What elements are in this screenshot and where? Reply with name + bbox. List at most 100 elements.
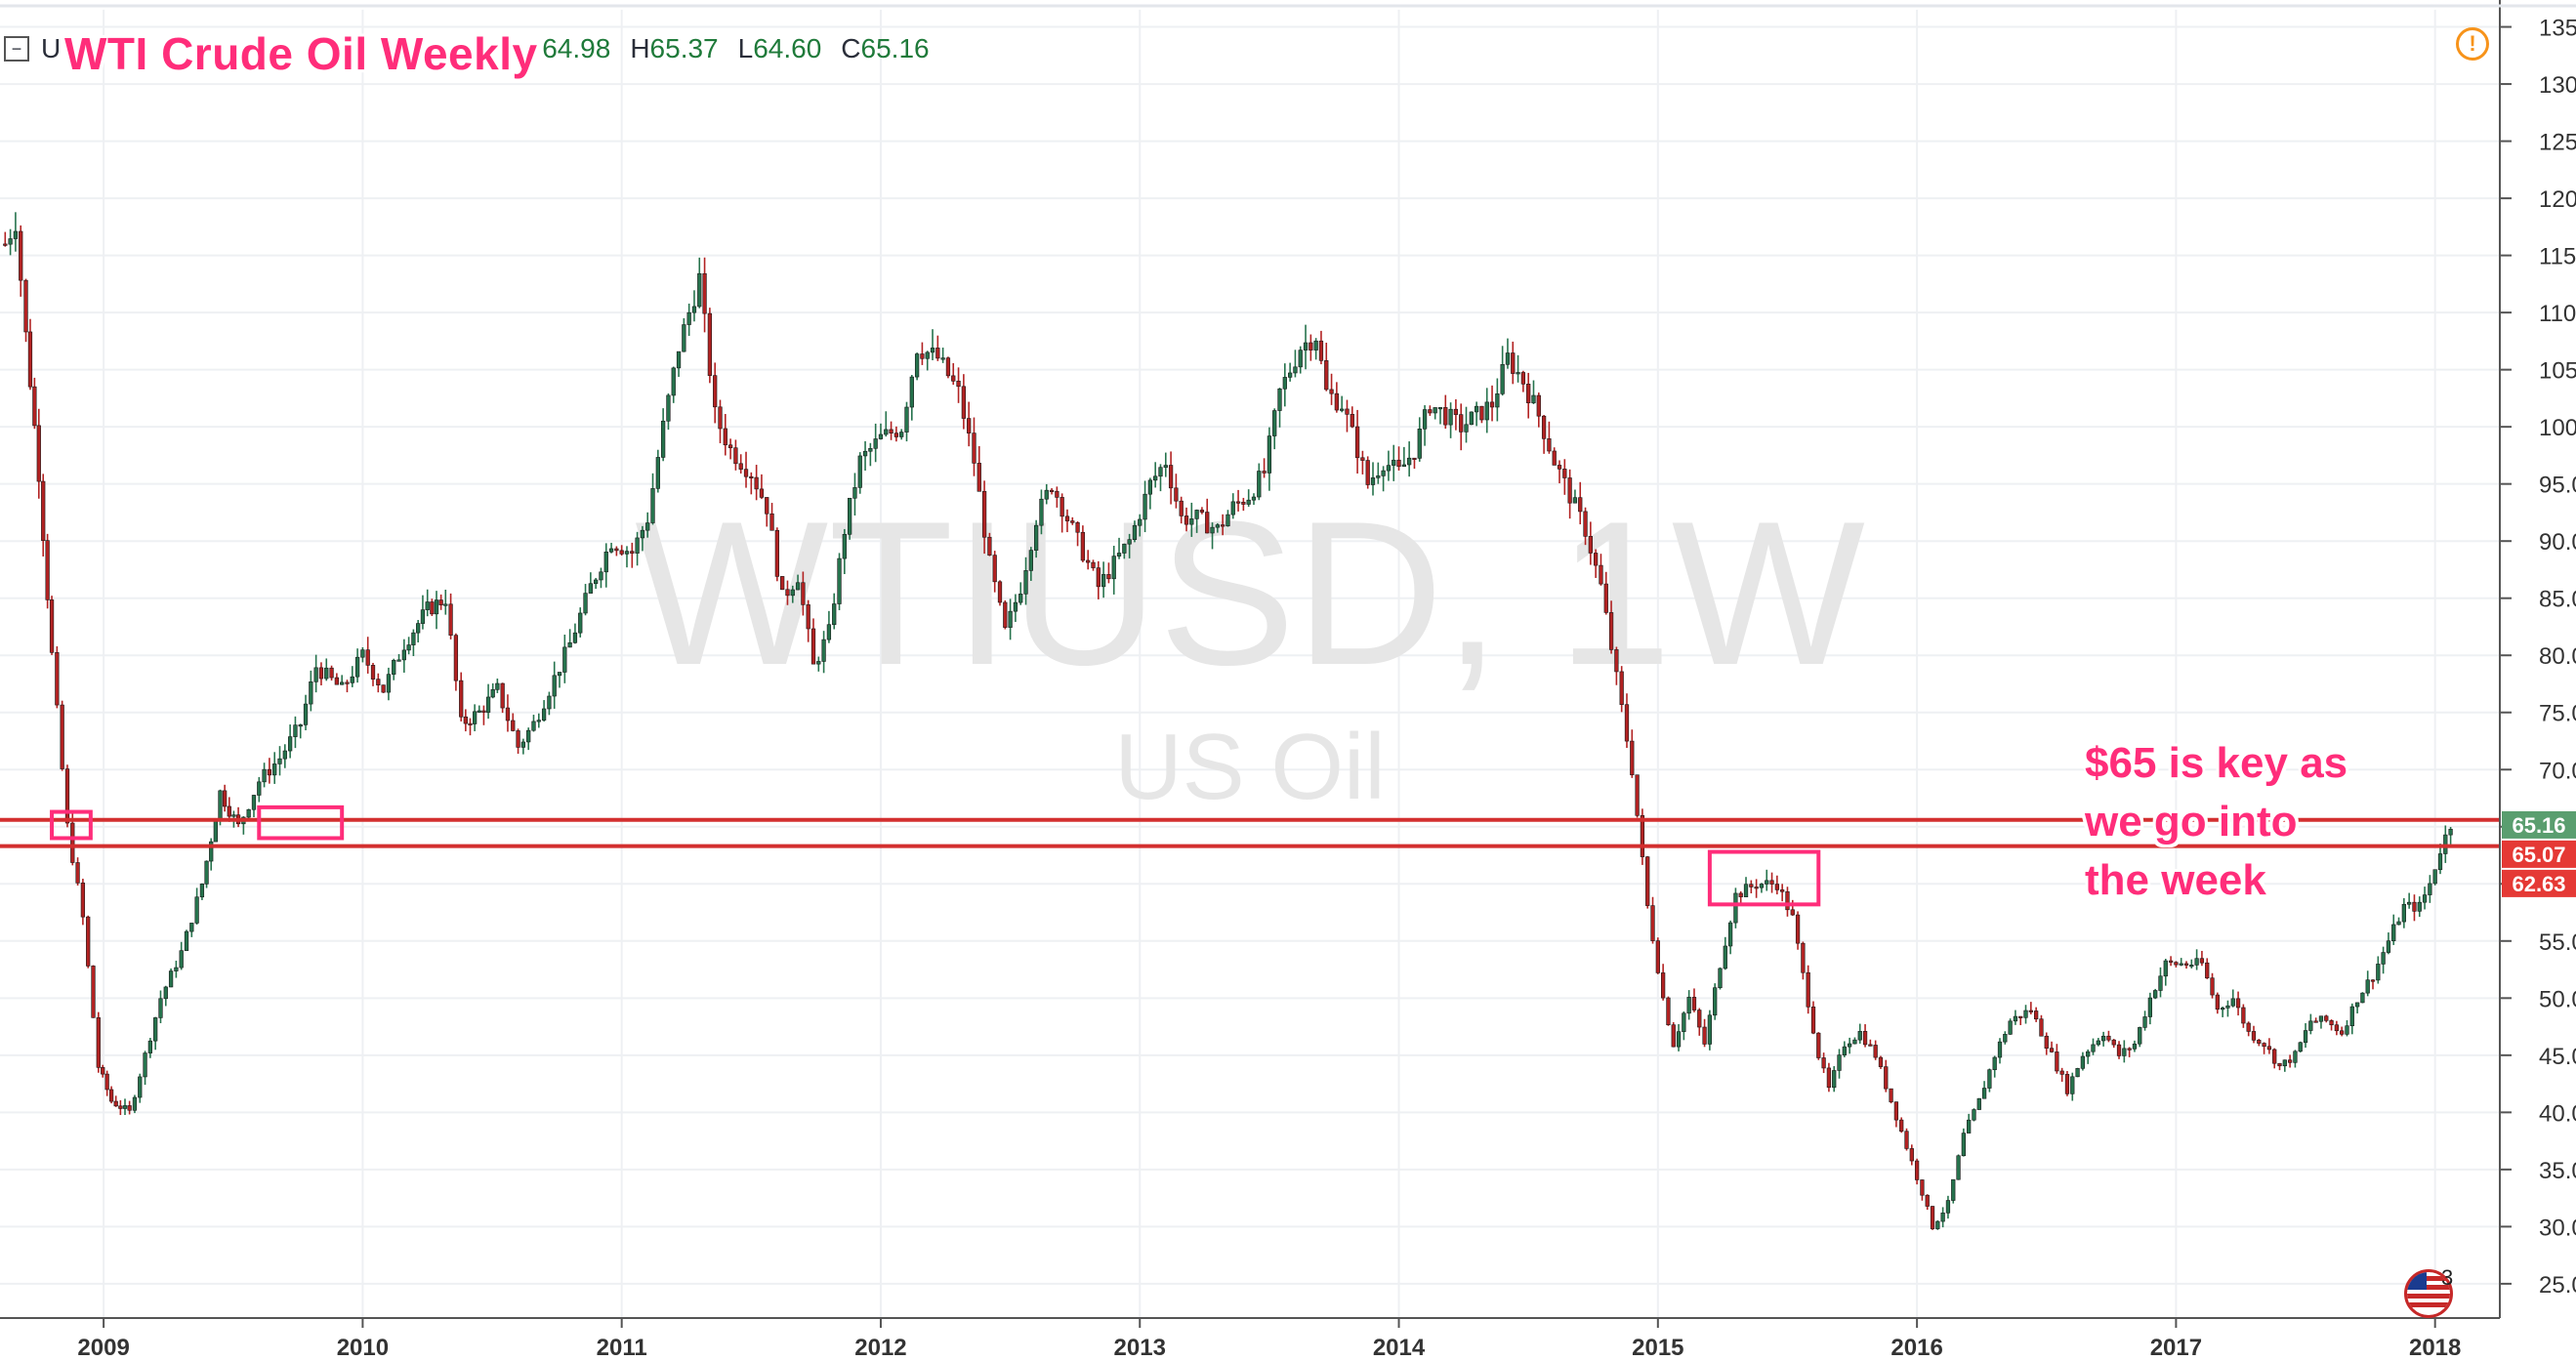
candle-body: [2080, 1055, 2086, 1069]
annotation-note: $65 is key as we go into the week: [2085, 734, 2417, 910]
candle: [1920, 1179, 1925, 1201]
candle-body: [1676, 1031, 1682, 1048]
candle-body: [1324, 360, 1329, 391]
candle-body: [318, 667, 324, 680]
candle-body: [1873, 1045, 1878, 1058]
candle-body: [2153, 990, 2158, 999]
candle: [1552, 447, 1557, 466]
candle-body: [2287, 1059, 2293, 1063]
y-tick-label: 110.00: [2539, 301, 2576, 327]
candle-body: [3, 243, 8, 246]
candle-body: [49, 599, 55, 653]
candle: [1138, 514, 1143, 537]
candle: [1459, 403, 1464, 451]
candle-body: [676, 351, 682, 369]
y-tick-label: 120.00: [2539, 186, 2576, 213]
candle-body: [774, 529, 779, 577]
candle: [2059, 1067, 2064, 1082]
candle: [1727, 920, 1733, 955]
candle-body: [1810, 1006, 1816, 1034]
candle-body: [765, 497, 769, 515]
candle: [272, 752, 277, 784]
candle: [354, 648, 360, 683]
candle: [645, 512, 650, 538]
candle: [1925, 1194, 1930, 1211]
candle: [1028, 547, 1033, 581]
candle-body: [86, 916, 91, 967]
candle-body: [231, 814, 236, 817]
candle-body: [257, 781, 262, 796]
candle-body: [376, 679, 381, 685]
candle: [1774, 875, 1779, 895]
candle-body: [780, 576, 785, 591]
candle: [1759, 883, 1765, 893]
candle: [365, 637, 370, 674]
candle-body: [2023, 1010, 2028, 1018]
candle: [1464, 406, 1469, 443]
candle-body: [1909, 1148, 1914, 1162]
candle-body: [2381, 952, 2386, 965]
candle: [1111, 545, 1116, 595]
candle: [500, 682, 505, 714]
candle: [468, 718, 473, 736]
candle: [1147, 477, 1153, 510]
candle: [1702, 1018, 1707, 1048]
candle: [1334, 382, 1340, 413]
candle: [2039, 1014, 2044, 1037]
candle: [930, 329, 935, 360]
candle: [209, 838, 214, 871]
candle-body: [204, 860, 209, 885]
candle-body: [785, 589, 790, 597]
candle: [1801, 941, 1806, 980]
candle-body: [1603, 583, 1608, 613]
alert-exclamation-icon[interactable]: !: [2456, 27, 2489, 61]
candle-body: [2235, 998, 2241, 1009]
collapse-icon[interactable]: −: [4, 36, 29, 62]
candle: [2386, 932, 2391, 955]
candle: [1686, 990, 1691, 1020]
symbol-name[interactable]: U: [41, 33, 62, 63]
candle: [2034, 1007, 2039, 1022]
candle-body: [2106, 1035, 2111, 1041]
candle: [1956, 1154, 1961, 1180]
candle-body: [477, 710, 481, 713]
ohlc-close: C65.16: [841, 33, 929, 64]
candle-body: [686, 311, 691, 325]
candle: [2396, 917, 2401, 926]
resistance-lines: [0, 817, 2500, 848]
candle: [2080, 1052, 2086, 1071]
candle: [122, 1098, 128, 1116]
candle-body: [500, 682, 505, 709]
candle-body: [272, 763, 277, 776]
candle: [1935, 1219, 1940, 1230]
candle-body: [2122, 1048, 2127, 1056]
candle-body: [2417, 901, 2422, 912]
candle: [490, 682, 495, 699]
candle-body: [2293, 1051, 2298, 1063]
candle-body: [262, 768, 267, 783]
candle-body: [1303, 342, 1309, 351]
candle: [1469, 411, 1474, 426]
candle: [2360, 992, 2365, 1004]
candle: [104, 1070, 109, 1096]
candle: [1215, 522, 1220, 533]
candle-body: [463, 716, 468, 724]
us-flag-icon[interactable]: [2404, 1269, 2453, 1318]
candle-body: [1422, 409, 1428, 430]
candle: [2199, 950, 2205, 967]
candle-body: [438, 599, 443, 605]
candle-body: [972, 433, 976, 464]
candle-body: [1940, 1213, 1945, 1222]
candle: [1174, 474, 1179, 509]
candle-body: [1997, 1041, 2003, 1058]
candle: [313, 654, 318, 693]
candle: [1899, 1117, 1904, 1134]
candle: [2370, 979, 2376, 990]
candle: [837, 553, 842, 610]
candle: [920, 342, 925, 365]
candle-body: [1531, 394, 1536, 403]
candle: [1309, 334, 1313, 361]
candle-body: [453, 635, 459, 681]
candle: [2179, 958, 2183, 967]
